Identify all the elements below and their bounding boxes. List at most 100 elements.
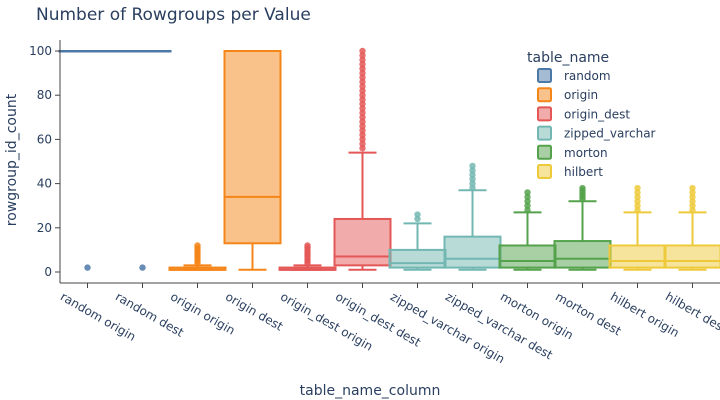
legend-swatch bbox=[537, 125, 552, 141]
outlier-point bbox=[634, 189, 641, 196]
outlier-point bbox=[524, 189, 531, 196]
outlier-point bbox=[359, 87, 366, 94]
box-random-origin bbox=[58, 50, 117, 271]
legend-swatch bbox=[537, 144, 552, 160]
legend-item-morton: morton bbox=[537, 144, 608, 160]
outlier-point bbox=[469, 171, 476, 178]
outlier-point bbox=[689, 184, 696, 192]
outlier-point bbox=[634, 193, 641, 201]
outlier-point bbox=[359, 78, 366, 86]
outlier-point bbox=[359, 114, 366, 121]
outlier-point bbox=[359, 65, 366, 72]
outlier-point bbox=[359, 105, 366, 112]
box-body bbox=[443, 235, 502, 269]
legend-label: random bbox=[564, 69, 611, 83]
legend-item-origin: origin bbox=[537, 87, 598, 103]
legend-label: origin bbox=[564, 88, 598, 102]
box-morton-dest bbox=[553, 184, 612, 271]
box-hilbert-origin bbox=[608, 184, 667, 271]
outlier-point bbox=[469, 184, 476, 192]
outlier-point bbox=[689, 202, 696, 209]
legend-label: morton bbox=[564, 146, 608, 160]
outlier-point bbox=[84, 264, 91, 271]
outlier-point bbox=[634, 206, 641, 214]
box-hilbert-dest bbox=[663, 184, 720, 271]
outlier-point bbox=[469, 162, 476, 170]
outlier-point bbox=[359, 118, 366, 125]
outlier-point bbox=[689, 198, 696, 205]
outlier-point bbox=[359, 122, 366, 130]
legend-swatch bbox=[537, 87, 552, 103]
outlier-point bbox=[524, 206, 531, 214]
outlier-point bbox=[139, 264, 146, 271]
outlier-point bbox=[359, 136, 366, 143]
legend-title: table_name bbox=[527, 50, 609, 66]
legend-swatch bbox=[537, 164, 552, 179]
outlier-point bbox=[414, 211, 421, 218]
legend-label: hilbert bbox=[564, 165, 603, 179]
legend-swatch bbox=[537, 106, 552, 122]
outlier-point bbox=[359, 145, 366, 152]
outlier-point bbox=[524, 202, 531, 209]
y-tick-label: 100 bbox=[29, 44, 52, 58]
outlier-point bbox=[359, 52, 366, 59]
outlier-point bbox=[359, 100, 366, 108]
legend-item-zipped-varchar: zipped_varchar bbox=[537, 125, 656, 141]
y-tick-label: 60 bbox=[37, 132, 52, 146]
outlier-point bbox=[359, 131, 366, 139]
box-random-dest bbox=[113, 50, 172, 271]
box-origin-dest-dest bbox=[333, 47, 392, 271]
outlier-point bbox=[359, 47, 366, 55]
box-series bbox=[58, 47, 720, 271]
box-body bbox=[388, 248, 447, 269]
outlier-point bbox=[689, 189, 696, 196]
outlier-point bbox=[579, 184, 586, 192]
outlier-point bbox=[359, 69, 366, 77]
outlier-point bbox=[414, 215, 421, 223]
legend-item-hilbert: hilbert bbox=[537, 164, 603, 179]
box-body bbox=[663, 244, 720, 269]
outlier-point bbox=[304, 242, 311, 249]
x-axis-title: table_name_column bbox=[300, 383, 441, 399]
box-body bbox=[553, 240, 612, 269]
outlier-point bbox=[359, 83, 366, 90]
outlier-point bbox=[469, 180, 476, 187]
outlier-point bbox=[689, 206, 696, 214]
box-body bbox=[608, 244, 667, 269]
outlier-point bbox=[359, 74, 366, 81]
outlier-point bbox=[359, 127, 366, 134]
outlier-point bbox=[689, 193, 696, 201]
box-body bbox=[333, 217, 392, 267]
y-axis-title: rowgroup_id_count bbox=[4, 93, 20, 226]
box-body bbox=[223, 50, 282, 245]
outlier-point bbox=[359, 140, 366, 148]
outlier-point bbox=[634, 202, 641, 209]
outlier-point bbox=[634, 184, 641, 192]
box-zipped-varchar-dest bbox=[443, 162, 502, 271]
box-origin-dest-origin bbox=[278, 242, 337, 271]
outlier-point bbox=[524, 198, 531, 205]
chart-title: Number of Rowgroups per Value bbox=[36, 5, 311, 25]
y-tick-label: 20 bbox=[37, 221, 52, 235]
box-zipped-varchar-origin bbox=[388, 211, 447, 271]
outlier-point bbox=[634, 198, 641, 205]
outlier-point bbox=[359, 96, 366, 103]
outlier-point bbox=[359, 61, 366, 68]
y-tick-label: 0 bbox=[44, 265, 52, 279]
y-tick-label: 80 bbox=[37, 88, 52, 102]
outlier-point bbox=[359, 109, 366, 117]
legend: table_name random origin origin_destzipped… bbox=[527, 50, 656, 179]
y-axis: 0 20 40 60 80 100 bbox=[29, 40, 61, 283]
legend-label: zipped_varchar bbox=[564, 127, 656, 141]
y-tick-label: 40 bbox=[37, 177, 52, 191]
legend-item-random: random bbox=[537, 68, 611, 83]
outlier-point bbox=[469, 175, 476, 183]
legend-item-origin-dest: origin_dest bbox=[537, 106, 630, 122]
outlier-point bbox=[524, 193, 531, 201]
box-body bbox=[498, 244, 557, 269]
box-morton-origin bbox=[498, 189, 557, 271]
box-origin-origin bbox=[168, 242, 227, 271]
legend-label: origin_dest bbox=[564, 107, 630, 121]
